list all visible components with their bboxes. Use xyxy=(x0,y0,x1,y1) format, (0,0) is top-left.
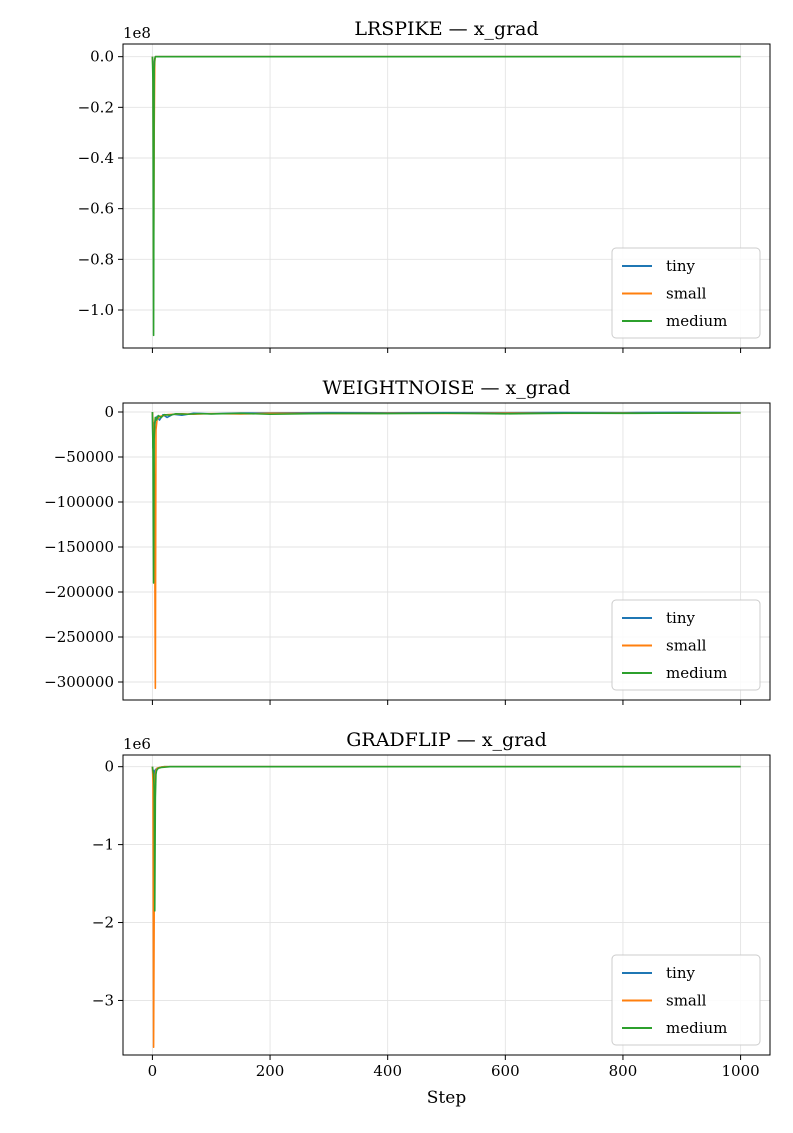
legend-label-tiny: tiny xyxy=(666,257,695,275)
x-tick-label: 600 xyxy=(491,1062,520,1080)
legend-box xyxy=(611,954,761,1046)
y-tick-label: −2 xyxy=(92,914,114,932)
legend-box xyxy=(611,247,761,339)
y-tick-label: −200000 xyxy=(44,583,114,601)
y-tick-label: −1.0 xyxy=(78,301,114,319)
legend: tiny small medium xyxy=(611,599,761,691)
series-line-tiny xyxy=(151,765,741,791)
legend: tiny small medium xyxy=(611,954,761,1046)
y-tick-label: 0 xyxy=(104,758,114,776)
x-tick-label: 0 xyxy=(148,1062,158,1080)
chart-panel-2: 0 200 400 600 800 1000 0 −1 −2 −3 GRADFLIP — x_gra… xyxy=(92,729,771,1108)
legend-label-medium: medium xyxy=(666,664,727,682)
y-offset-text: 1e6 xyxy=(123,735,151,753)
x-tick-label: 200 xyxy=(256,1062,285,1080)
x-tick-label: 800 xyxy=(609,1062,638,1080)
y-tick-label: −150000 xyxy=(44,538,114,556)
legend-label-medium: medium xyxy=(666,312,727,330)
chart-title: LRSPIKE — x_grad xyxy=(354,18,538,40)
axes-frame xyxy=(122,43,771,349)
legend-label-small: small xyxy=(666,992,707,1010)
legend-label-tiny: tiny xyxy=(666,609,695,627)
axes-frame xyxy=(122,402,771,701)
chart-title: WEIGHTNOISE — x_grad xyxy=(323,377,571,399)
series-line-medium xyxy=(151,55,741,337)
y-tick-label: 0.0 xyxy=(90,48,114,66)
x-tick-label: 400 xyxy=(373,1062,402,1080)
y-tick-label: −0.6 xyxy=(78,200,114,218)
chart-title: GRADFLIP — x_grad xyxy=(346,729,547,751)
y-tick-label: −3 xyxy=(92,991,114,1009)
y-tick-label: −50000 xyxy=(54,448,114,466)
y-tick-label: −1 xyxy=(92,836,114,854)
chart-panel-0: 0.0 −0.2 −0.4 −0.6 −0.8 −1.0 LRSPIKE — x_grad 1… xyxy=(78,18,771,353)
legend-label-small: small xyxy=(666,637,707,655)
series-line-medium xyxy=(151,765,741,912)
series-line-tiny xyxy=(151,55,741,185)
y-tick-label: −0.8 xyxy=(78,250,114,268)
y-tick-label: 0 xyxy=(104,403,114,421)
series-group xyxy=(151,765,741,1049)
legend-label-small: small xyxy=(666,285,707,303)
chart-panel-1: 0 −50000 −100000 −150000 −200000 −250000 −3000… xyxy=(44,377,771,705)
legend: tiny small medium xyxy=(611,247,761,339)
y-tick-label: −300000 xyxy=(44,673,114,691)
legend-label-medium: medium xyxy=(666,1019,727,1037)
legend-box xyxy=(611,599,761,691)
y-tick-label: −100000 xyxy=(44,493,114,511)
series-line-medium xyxy=(151,411,741,584)
y-tick-label: −250000 xyxy=(44,628,114,646)
series-group xyxy=(151,55,741,337)
series-line-tiny xyxy=(151,411,741,449)
y-offset-text: 1e8 xyxy=(123,24,151,42)
x-tick-label: 1000 xyxy=(721,1062,759,1080)
y-tick-label: −0.2 xyxy=(78,98,114,116)
legend-label-tiny: tiny xyxy=(666,964,695,982)
series-group xyxy=(151,411,741,690)
axes-frame xyxy=(122,754,771,1056)
y-tick-label: −0.4 xyxy=(78,149,114,167)
x-axis-label: Step xyxy=(427,1088,467,1108)
